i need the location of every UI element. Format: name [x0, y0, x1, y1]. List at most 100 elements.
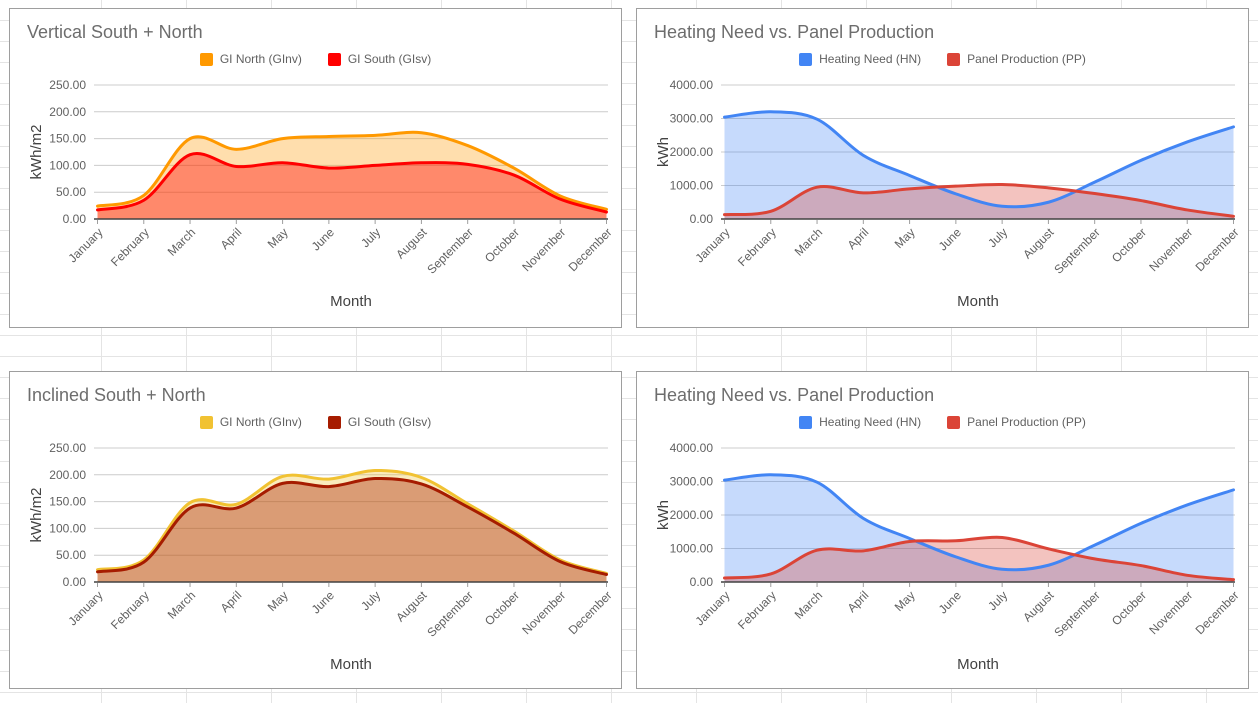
svg-text:0.00: 0.00 [63, 212, 87, 226]
legend-label: Heating Need (HN) [819, 415, 922, 429]
chart-title: Heating Need vs. Panel Production [654, 385, 935, 405]
chart-card-heating-vs-production-inclined[interactable]: Heating Need vs. Panel Production Heatin… [636, 371, 1249, 689]
svg-text:200.00: 200.00 [49, 105, 86, 119]
series-area [97, 153, 607, 219]
svg-text:May: May [265, 225, 291, 251]
legend-item: GI South (GIsv) [327, 415, 431, 429]
chart-legend: Heating Need (HN) Panel Production (PP) [637, 415, 1248, 429]
svg-text:November: November [519, 588, 568, 637]
svg-text:3000.00: 3000.00 [670, 475, 714, 489]
svg-text:0.00: 0.00 [690, 575, 714, 589]
area-chart-canvas: 0.00 1000.00 2000.00 3000.00 4000.00 January F… [655, 441, 1242, 673]
svg-text:4000.00: 4000.00 [670, 441, 714, 455]
series-line [723, 110, 1235, 209]
series-line [96, 469, 608, 575]
legend-swatch [799, 415, 813, 429]
svg-text:May: May [265, 588, 291, 614]
y-tick-labels: 0.00 50.00 100.00 150.00 200.00 250.00 [49, 441, 86, 589]
svg-text:February: February [735, 588, 779, 632]
svg-text:0.00: 0.00 [690, 212, 714, 226]
legend-item: Heating Need (HN) [799, 52, 921, 66]
y-axis-title: kWh/m2 [28, 124, 45, 179]
chart-title: Inclined South + North [27, 385, 206, 405]
svg-text:January: January [693, 588, 733, 628]
svg-text:April: April [218, 225, 245, 252]
y-axis-title: kWh/m2 [28, 487, 45, 542]
series-area [97, 470, 607, 582]
svg-text:June: June [309, 225, 338, 254]
svg-text:250.00: 250.00 [49, 441, 86, 455]
svg-text:May: May [892, 225, 918, 251]
svg-text:November: November [1146, 588, 1195, 637]
svg-text:July: July [358, 225, 383, 250]
svg-text:1000.00: 1000.00 [670, 179, 714, 193]
svg-text:October: October [482, 588, 522, 628]
svg-text:August: August [1020, 225, 1057, 262]
series-area [724, 537, 1234, 582]
svg-text:March: March [792, 225, 825, 258]
legend-label: GI North (GInv) [219, 415, 302, 429]
svg-text:February: February [108, 588, 152, 632]
legend-swatch [327, 415, 341, 429]
area-chart-canvas: 0.00 1000.00 2000.00 3000.00 4000.00 January F… [655, 78, 1242, 310]
series-area [97, 132, 607, 219]
series-area [724, 474, 1234, 582]
svg-text:3000.00: 3000.00 [670, 112, 714, 126]
svg-text:July: July [985, 588, 1010, 613]
gridlines [721, 447, 1235, 549]
svg-text:November: November [1146, 225, 1195, 274]
legend-swatch [199, 415, 213, 429]
chart-card-inclined-south-north[interactable]: Inclined South + North GI North (GInv) GI… [9, 371, 622, 689]
gridlines [94, 84, 608, 193]
series-area [97, 478, 607, 582]
legend-label: GI South (GIsv) [347, 52, 432, 66]
x-tick-labels: January February March April May June July Augu… [693, 220, 1242, 277]
y-axis-title: kWh [655, 500, 672, 530]
svg-text:2000.00: 2000.00 [670, 145, 714, 159]
legend-label: Panel Production (PP) [967, 415, 1086, 429]
svg-text:200.00: 200.00 [49, 468, 86, 482]
legend-swatch [199, 52, 213, 66]
svg-text:December: December [1193, 225, 1242, 274]
svg-text:150.00: 150.00 [49, 495, 86, 509]
chart-legend: GI North (GInv) GI South (GIsv) [10, 415, 621, 429]
svg-text:October: October [1109, 225, 1149, 265]
x-tick-labels: January February March April May June July Augu… [66, 583, 615, 640]
series-line [723, 473, 1235, 572]
gridlines [94, 447, 608, 556]
svg-text:July: July [985, 225, 1010, 250]
svg-text:100.00: 100.00 [49, 158, 86, 172]
svg-text:January: January [693, 225, 733, 265]
y-tick-labels: 0.00 50.00 100.00 150.00 200.00 250.00 [49, 78, 86, 226]
svg-text:March: March [165, 225, 198, 258]
svg-text:October: October [482, 225, 522, 265]
svg-text:250.00: 250.00 [49, 78, 86, 92]
svg-text:June: June [309, 588, 338, 617]
chart-card-heating-vs-production-vertical[interactable]: Heating Need vs. Panel Production Heatin… [636, 8, 1249, 328]
svg-text:January: January [66, 588, 106, 628]
legend-item: Panel Production (PP) [947, 52, 1086, 66]
svg-text:50.00: 50.00 [56, 185, 86, 199]
x-axis-title: Month [957, 293, 999, 310]
svg-text:October: October [1109, 588, 1149, 628]
legend-swatch [947, 415, 961, 429]
x-axis-title: Month [330, 293, 372, 310]
legend-label: Heating Need (HN) [819, 52, 922, 66]
svg-text:November: November [519, 225, 568, 274]
x-axis-title: Month [957, 656, 999, 673]
svg-text:January: January [66, 225, 106, 265]
svg-text:December: December [566, 588, 615, 637]
svg-text:March: March [792, 588, 825, 621]
x-tick-labels: January February March April May June July Augu… [693, 583, 1242, 640]
svg-text:0.00: 0.00 [63, 575, 87, 589]
chart-card-vertical-south-north[interactable]: Vertical South + North GI North (GInv) GI… [9, 8, 622, 328]
svg-text:September: September [1051, 588, 1102, 639]
svg-text:2000.00: 2000.00 [670, 508, 714, 522]
chart-legend: GI North (GInv) GI South (GIsv) [10, 52, 621, 66]
svg-text:September: September [424, 225, 475, 276]
x-tick-labels: January February March April May June July Augu… [66, 220, 615, 277]
chart-title: Vertical South + North [27, 22, 203, 42]
area-chart-canvas: 0.00 50.00 100.00 150.00 200.00 250.00 January… [28, 78, 615, 310]
svg-text:April: April [845, 225, 872, 252]
